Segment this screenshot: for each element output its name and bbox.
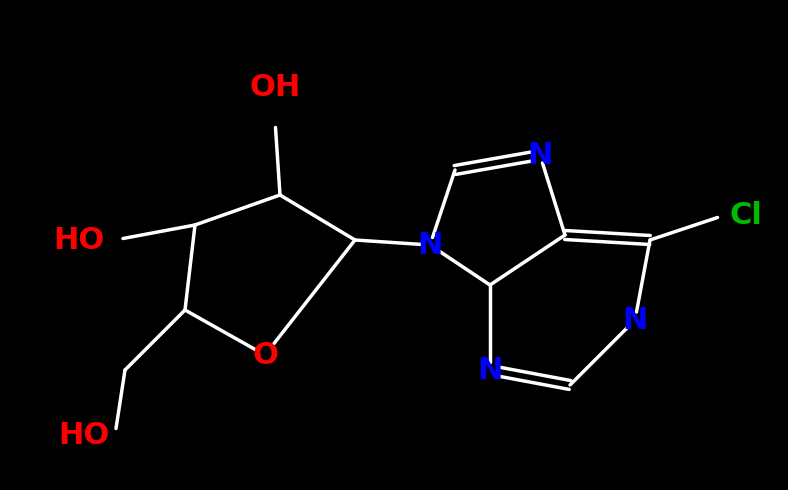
Text: Cl: Cl bbox=[730, 200, 763, 229]
Text: HO: HO bbox=[54, 225, 105, 254]
Text: N: N bbox=[418, 230, 443, 260]
Text: HO: HO bbox=[59, 420, 110, 449]
Text: N: N bbox=[478, 356, 503, 385]
Text: N: N bbox=[527, 141, 552, 170]
Text: OH: OH bbox=[249, 73, 301, 102]
Text: N: N bbox=[623, 305, 648, 335]
Text: O: O bbox=[252, 341, 278, 369]
